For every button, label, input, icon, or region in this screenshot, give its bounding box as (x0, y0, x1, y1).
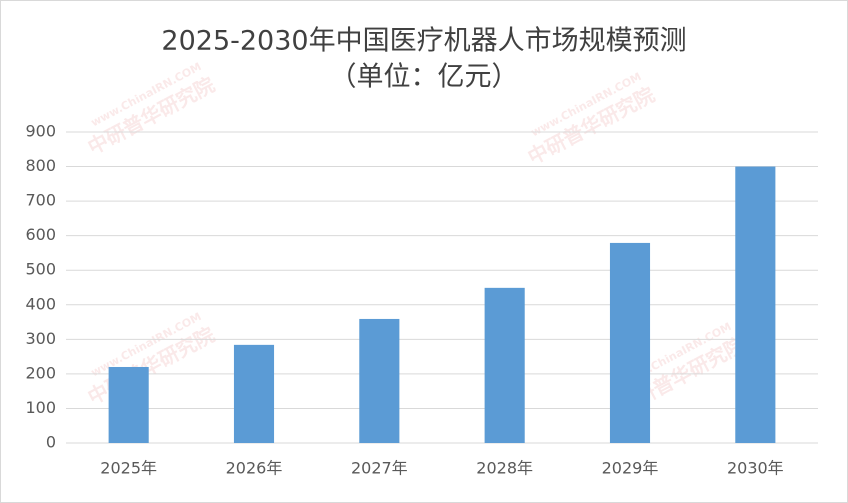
x-tick-label: 2025年 (100, 459, 157, 478)
x-tick-label: 2028年 (476, 459, 533, 478)
y-tick-label: 0 (46, 433, 56, 452)
chart-subtitle: （单位：亿元） (330, 62, 519, 93)
y-tick-label: 600 (25, 225, 56, 244)
y-tick-label: 300 (25, 329, 56, 348)
x-tick-label: 2030年 (727, 459, 784, 478)
bar (108, 366, 149, 443)
y-tick-label: 800 (25, 156, 56, 175)
y-tick-label: 200 (25, 363, 56, 382)
y-tick-label: 500 (25, 260, 56, 279)
bar (359, 318, 400, 443)
bar (609, 242, 651, 443)
chart-title: 2025-2030年中国医疗机器人市场规模预测 (161, 26, 686, 57)
x-tick-label: 2026年 (226, 459, 283, 478)
y-tick-label: 900 (25, 122, 56, 141)
y-tick-label: 700 (25, 191, 56, 210)
bar (233, 344, 275, 443)
y-tick-label: 400 (25, 294, 56, 313)
y-tick-label: 100 (25, 398, 56, 417)
x-tick-label: 2027年 (351, 459, 408, 478)
bar (735, 166, 776, 444)
x-tick-label: 2029年 (602, 459, 659, 478)
bar (484, 287, 525, 443)
